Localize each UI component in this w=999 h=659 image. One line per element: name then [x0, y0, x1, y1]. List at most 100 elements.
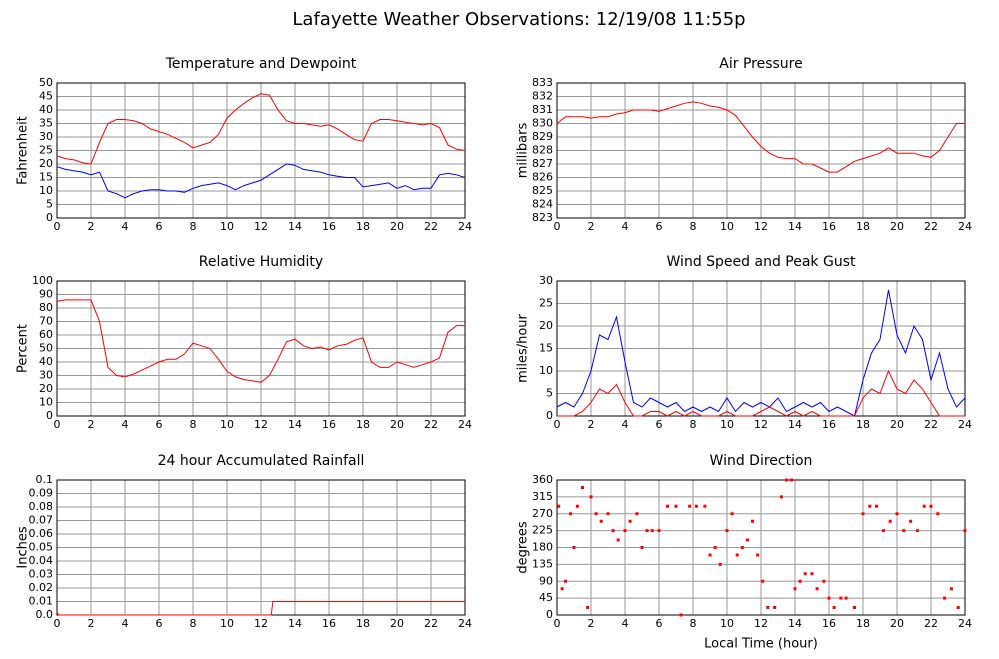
y-tick-label: 80 — [39, 301, 53, 314]
x-tick-label: 4 — [122, 220, 129, 233]
data-point — [679, 613, 683, 617]
data-point — [902, 529, 906, 533]
x-tick-label: 12 — [254, 617, 268, 630]
data-point — [790, 478, 794, 482]
data-point — [803, 572, 807, 576]
x-tick-label: 8 — [690, 220, 697, 233]
data-point — [694, 504, 698, 508]
y-tick-label: 828 — [532, 144, 553, 157]
data-point — [798, 579, 802, 583]
y-tick-label: 0.05 — [29, 541, 54, 554]
data-point — [888, 519, 892, 523]
y-tick-label: 270 — [532, 507, 553, 520]
data-line — [556, 289, 966, 417]
y-tick-label: 90 — [39, 288, 53, 301]
x-tick-label: 4 — [622, 617, 629, 630]
data-point — [735, 553, 739, 557]
y-tick-label: 35 — [39, 117, 53, 130]
data-point — [756, 553, 760, 557]
data-point — [875, 504, 879, 508]
x-tick-label: 14 — [788, 418, 802, 431]
y-tick-label: 0.1 — [36, 473, 54, 486]
x-tick-label: 8 — [190, 418, 197, 431]
data-point — [839, 596, 843, 600]
y-tick-label: 824 — [532, 198, 553, 211]
x-tick-label: 8 — [190, 220, 197, 233]
x-tick-label: 10 — [720, 220, 734, 233]
data-point — [688, 504, 692, 508]
y-axis-label: Inches — [16, 526, 31, 568]
data-point — [599, 519, 603, 523]
x-tick-label: 24 — [458, 418, 472, 431]
data-point — [949, 587, 953, 591]
y-tick-label: 0 — [546, 409, 553, 422]
y-tick-label: 360 — [532, 473, 553, 486]
y-tick-label: 25 — [39, 144, 53, 157]
x-tick-label: 18 — [856, 418, 870, 431]
data-point — [581, 486, 584, 489]
x-tick-label: 24 — [458, 617, 472, 630]
y-tick-label: 5 — [46, 198, 53, 211]
chart-title: Temperature and Dewpoint — [165, 56, 357, 72]
y-tick-label: 10 — [539, 364, 553, 377]
x-tick-label: 8 — [690, 617, 697, 630]
data-point — [650, 529, 654, 533]
x-tick-label: 10 — [720, 617, 734, 630]
y-tick-label: 826 — [532, 171, 553, 184]
data-point — [640, 546, 644, 549]
x-tick-label: 6 — [656, 617, 663, 630]
y-axis-label: Fahrenheit — [16, 116, 31, 185]
data-line — [56, 163, 466, 199]
data-point — [569, 512, 573, 516]
data-point — [718, 562, 722, 566]
x-tick-label: 6 — [156, 418, 163, 431]
x-tick-label: 24 — [958, 418, 972, 431]
y-tick-label: 315 — [532, 490, 553, 503]
x-tick-label: 16 — [322, 418, 336, 431]
page-title: Lafayette Weather Observations: 12/19/08… — [292, 9, 745, 30]
data-point — [703, 504, 707, 508]
y-tick-label: 50 — [39, 76, 53, 89]
x-tick-label: 2 — [588, 617, 595, 630]
y-tick-label: 0.06 — [29, 527, 54, 540]
y-tick-label: 831 — [532, 103, 553, 116]
y-tick-label: 0.08 — [29, 500, 54, 513]
x-tick-label: 14 — [788, 220, 802, 233]
data-point — [915, 529, 919, 533]
x-tick-label: 8 — [190, 617, 197, 630]
y-axis-label: millibars — [516, 123, 531, 179]
x-tick-label: 22 — [924, 220, 938, 233]
data-point — [779, 495, 783, 499]
y-tick-label: 830 — [532, 117, 553, 130]
x-axis-label: Local Time (hour) — [704, 637, 818, 652]
x-tick-label: 20 — [390, 418, 404, 431]
y-tick-label: 50 — [39, 342, 53, 355]
x-tick-label: 18 — [356, 617, 370, 630]
x-tick-label: 16 — [322, 617, 336, 630]
x-tick-label: 20 — [390, 220, 404, 233]
data-point — [810, 572, 814, 576]
data-point — [929, 504, 933, 508]
data-point — [963, 529, 967, 533]
data-point — [773, 606, 777, 609]
y-tick-label: 832 — [532, 90, 553, 103]
data-point — [623, 529, 627, 533]
y-tick-label: 20 — [39, 157, 53, 170]
x-tick-label: 14 — [288, 617, 302, 630]
data-point — [827, 596, 831, 600]
plot-frame — [556, 479, 966, 616]
y-tick-label: 827 — [532, 157, 553, 170]
data-point — [730, 512, 734, 516]
data-point — [645, 529, 649, 533]
y-tick-label: 10 — [39, 184, 53, 197]
y-axis-label: Percent — [16, 324, 31, 373]
x-tick-label: 12 — [254, 220, 268, 233]
data-point — [657, 529, 661, 533]
data-point — [766, 606, 770, 609]
data-point — [844, 596, 848, 600]
x-tick-label: 4 — [622, 220, 629, 233]
data-point — [895, 512, 899, 516]
y-tick-label: 70 — [39, 315, 53, 328]
x-tick-label: 12 — [254, 418, 268, 431]
